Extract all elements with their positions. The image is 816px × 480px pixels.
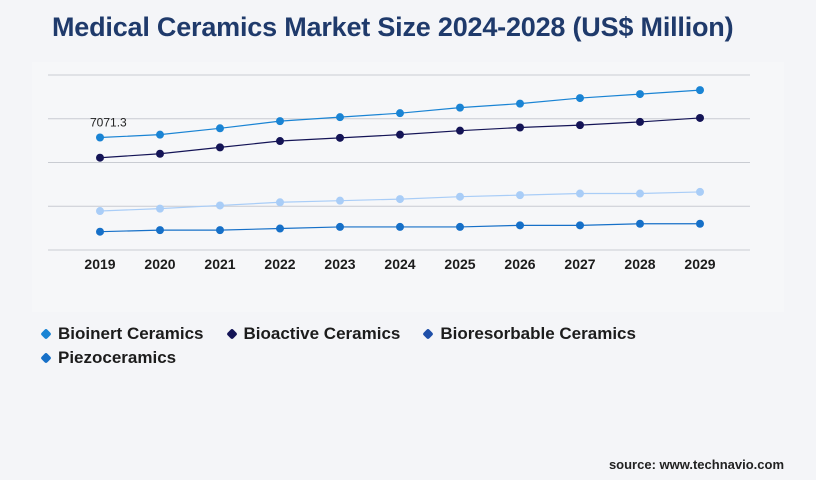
x-tick-label: 2027 [564, 256, 595, 272]
data-point [396, 109, 404, 118]
x-tick-label: 2022 [264, 256, 295, 272]
data-point [216, 124, 224, 133]
data-point [696, 86, 704, 95]
data-point [516, 221, 524, 230]
data-point [636, 90, 644, 99]
data-point [216, 143, 224, 152]
data-point [576, 94, 584, 103]
data-point [696, 187, 704, 196]
data-point [96, 227, 104, 236]
legend-item-bioactive: Bioactive Ceramics [224, 324, 401, 344]
data-point [396, 222, 404, 231]
data-point [516, 123, 524, 132]
data-point [336, 113, 344, 122]
data-point [576, 189, 584, 198]
data-point [576, 121, 584, 130]
x-tick-label: 2020 [144, 256, 175, 272]
data-point [456, 103, 464, 112]
x-tick-label: 2021 [204, 256, 235, 272]
x-tick-label: 2024 [384, 256, 415, 272]
data-point [96, 207, 104, 216]
data-point [156, 226, 164, 235]
chart-panel: 2019 2020 2021 2022 2023 2024 2025 2026 2027 2028… [32, 62, 784, 312]
data-point [636, 189, 644, 198]
x-tick-label: 2025 [444, 256, 475, 272]
legend-row-2: Piezoceramics [38, 346, 778, 370]
data-point [336, 222, 344, 231]
data-point [216, 201, 224, 210]
legend-label: Bioinert Ceramics [58, 324, 204, 343]
legend-item-piezoceramics: Piezoceramics [38, 348, 176, 368]
data-point [456, 222, 464, 231]
data-point [696, 113, 704, 122]
legend-marker-icon [40, 328, 52, 340]
data-point [96, 133, 104, 142]
data-point [336, 133, 344, 142]
data-point [156, 204, 164, 213]
data-point [636, 117, 644, 126]
line-chart: 2019 2020 2021 2022 2023 2024 2025 2026 2027 2028… [48, 74, 750, 272]
data-point [156, 130, 164, 139]
x-tick-label: 2026 [504, 256, 535, 272]
data-point [396, 130, 404, 139]
legend-row-1: Bioinert Ceramics Bioactive Ceramics Bio… [38, 322, 778, 346]
legend-label: Piezoceramics [58, 348, 177, 367]
legend-label: Bioresorbable Ceramics [440, 324, 636, 343]
legend-marker-icon [422, 328, 435, 340]
legend-marker-icon [225, 328, 238, 340]
data-point [396, 195, 404, 204]
data-point [216, 226, 224, 235]
data-point [516, 99, 524, 108]
legend-item-bioinert: Bioinert Ceramics [38, 324, 204, 344]
data-label: 7071.3 [90, 116, 127, 130]
data-point [456, 126, 464, 135]
source-text: source: www.technavio.com [608, 457, 784, 472]
legend: Bioinert Ceramics Bioactive Ceramics Bio… [38, 322, 778, 370]
data-point [516, 191, 524, 200]
data-point [576, 221, 584, 230]
data-point [276, 137, 284, 146]
data-point [636, 219, 644, 228]
x-tick-label: 2028 [624, 256, 655, 272]
data-point [456, 192, 464, 201]
x-tick-label: 2019 [84, 256, 115, 272]
data-point [276, 224, 284, 233]
data-point [276, 117, 284, 126]
x-tick-label: 2029 [684, 256, 715, 272]
legend-item-bioresorbable: Bioresorbable Ceramics [420, 324, 636, 344]
data-point [336, 196, 344, 205]
data-point [96, 153, 104, 162]
data-point [156, 149, 164, 158]
chart-title: Medical Ceramics Market Size 2024-2028 (… [52, 12, 734, 42]
legend-label: Bioactive Ceramics [243, 324, 401, 343]
x-tick-label: 2023 [324, 256, 355, 272]
data-point [276, 198, 284, 207]
data-point [696, 219, 704, 228]
legend-marker-icon [40, 352, 52, 364]
